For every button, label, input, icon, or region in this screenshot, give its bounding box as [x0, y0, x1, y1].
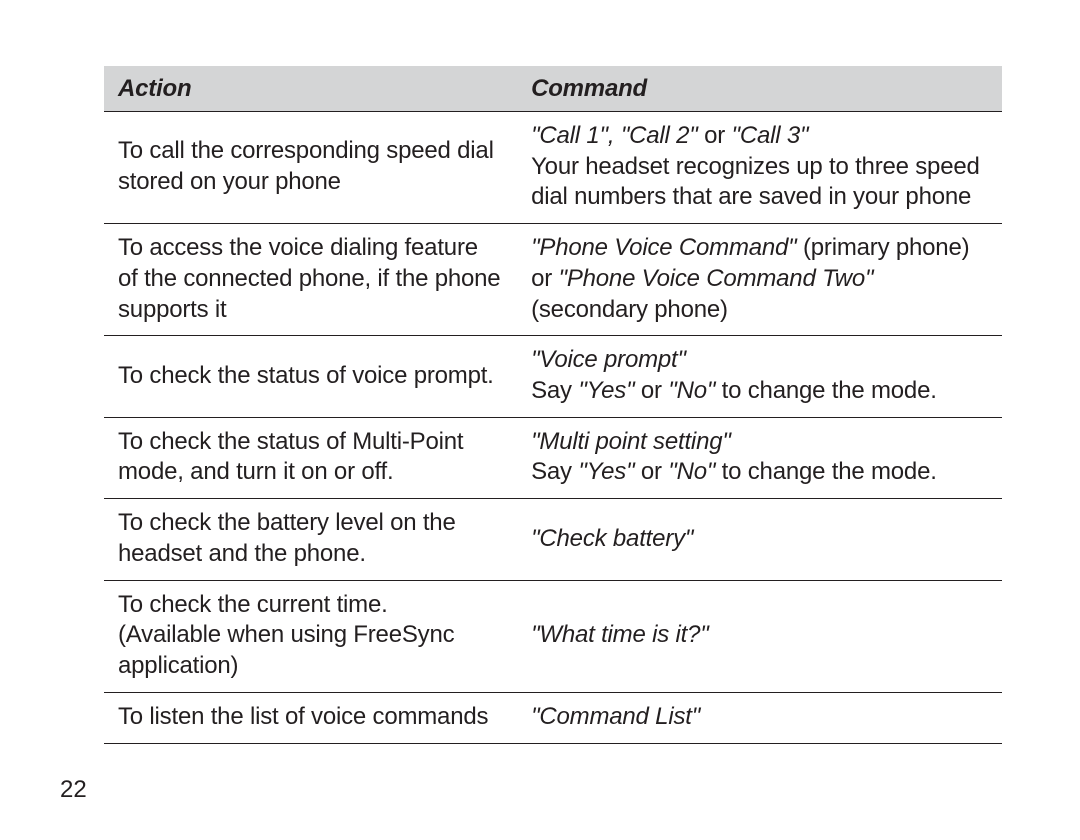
command-text: Your headset recognizes up to three spee…	[531, 153, 980, 211]
voice-command-table: Action Command To call the corresponding…	[104, 66, 1002, 744]
command-text: to change the mode.	[715, 458, 937, 485]
table-row: To check the status of Multi-Point mode,…	[104, 417, 1002, 498]
action-text: (Available when using FreeSync applicati…	[118, 621, 454, 679]
command-quote: "Phone Voice Command"	[531, 234, 796, 261]
cell-command: "Multi point setting" Say "Yes" or "No" …	[517, 417, 1002, 498]
cell-action: To call the corresponding speed dial sto…	[104, 112, 517, 224]
cell-action: To check the status of voice prompt.	[104, 336, 517, 417]
cell-command: "Check battery"	[517, 499, 1002, 580]
cell-command: "Call 1", "Call 2" or "Call 3" Your head…	[517, 112, 1002, 224]
command-quote: "Check battery"	[531, 525, 693, 552]
command-quote: "What time is it?"	[531, 621, 708, 648]
cell-action: To check the battery level on the headse…	[104, 499, 517, 580]
command-text: (secondary phone)	[531, 296, 728, 323]
header-command: Command	[517, 66, 1002, 112]
command-text: Say	[531, 458, 578, 485]
action-text: To check the current time.	[118, 591, 388, 618]
command-quote: "Call 3"	[732, 122, 809, 149]
command-quote: "Voice prompt"	[531, 346, 686, 373]
command-text: to change the mode.	[715, 377, 937, 404]
command-text: or	[634, 377, 668, 404]
command-text: or	[698, 122, 732, 149]
cell-action: To access the voice dialing feature of t…	[104, 224, 517, 336]
table-row: To check the status of voice prompt. "Vo…	[104, 336, 1002, 417]
command-quote: "Yes"	[578, 377, 634, 404]
cell-action: To listen the list of voice commands	[104, 692, 517, 743]
table-row: To call the corresponding speed dial sto…	[104, 112, 1002, 224]
command-quote: "Call 1", "Call 2"	[531, 122, 698, 149]
cell-command: "Command List"	[517, 692, 1002, 743]
command-text: or	[634, 458, 668, 485]
cell-action: To check the status of Multi-Point mode,…	[104, 417, 517, 498]
command-quote: "Yes"	[578, 458, 634, 485]
command-quote: "No"	[668, 458, 715, 485]
table-header-row: Action Command	[104, 66, 1002, 112]
cell-action: To check the current time. (Available wh…	[104, 580, 517, 692]
command-text: Say	[531, 377, 578, 404]
cell-command: "What time is it?"	[517, 580, 1002, 692]
cell-command: "Phone Voice Command" (primary phone) or…	[517, 224, 1002, 336]
command-quote: "Phone Voice Command Two"	[559, 265, 874, 292]
command-quote: "No"	[668, 377, 715, 404]
table-row: To check the current time. (Available wh…	[104, 580, 1002, 692]
header-action: Action	[104, 66, 517, 112]
cell-command: "Voice prompt" Say "Yes" or "No" to chan…	[517, 336, 1002, 417]
manual-page: Action Command To call the corresponding…	[0, 0, 1080, 840]
page-number: 22	[60, 776, 87, 804]
command-quote: "Multi point setting"	[531, 428, 731, 455]
table-row: To listen the list of voice commands "Co…	[104, 692, 1002, 743]
table-row: To check the battery level on the headse…	[104, 499, 1002, 580]
table-row: To access the voice dialing feature of t…	[104, 224, 1002, 336]
command-quote: "Command List"	[531, 703, 700, 730]
